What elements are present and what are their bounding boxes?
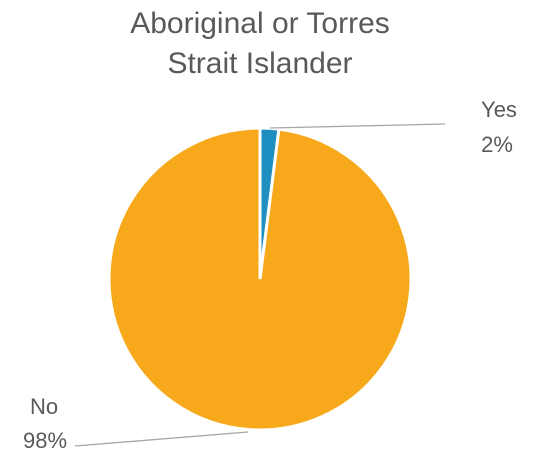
slice-label-yes-category: Yes xyxy=(481,97,517,122)
slice-label-no-value: 98% xyxy=(23,428,67,453)
slice-label-yes-value: 2% xyxy=(481,132,513,157)
chart-title-line-1: Aboriginal or Torres xyxy=(130,7,390,40)
leader-line-no xyxy=(74,431,249,447)
pie-slice-no xyxy=(107,126,413,432)
chart-title-line-2: Strait Islander xyxy=(167,47,352,80)
slice-label-no-category: No xyxy=(30,394,58,419)
leader-line-yes xyxy=(269,123,446,129)
pie-slices xyxy=(107,126,413,432)
